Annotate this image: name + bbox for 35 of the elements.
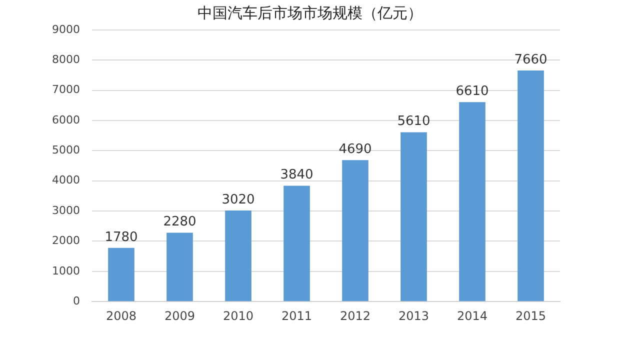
y-tick-label: 0 xyxy=(72,294,80,308)
data-label: 6610 xyxy=(456,84,489,99)
x-tick-label: 2012 xyxy=(340,308,371,323)
bar xyxy=(225,210,252,302)
data-label: 2280 xyxy=(163,214,196,230)
bar xyxy=(342,160,368,302)
bar xyxy=(166,232,193,302)
data-label: 7660 xyxy=(514,52,548,68)
bar xyxy=(459,102,486,302)
data-label: 3840 xyxy=(280,168,314,183)
bar xyxy=(108,248,134,302)
y-tick-label: 9000 xyxy=(52,22,80,36)
bar xyxy=(400,132,427,302)
x-tick-label: 2009 xyxy=(164,308,196,323)
x-tick-label: 2010 xyxy=(222,308,254,323)
data-label: 4690 xyxy=(338,142,372,157)
data-label: 1780 xyxy=(104,230,138,245)
bar xyxy=(518,70,544,302)
bar xyxy=(284,186,310,302)
x-tick-label: 2014 xyxy=(456,308,488,323)
y-tick-label: 3000 xyxy=(52,204,80,217)
y-tick-label: 4000 xyxy=(52,174,80,187)
y-tick-label: 1000 xyxy=(52,264,80,278)
y-tick-label: 6000 xyxy=(52,113,80,126)
chart-title: 中国汽车后市场市场规模（亿元） xyxy=(196,4,424,23)
y-tick-label: 8000 xyxy=(52,53,80,66)
x-tick-label: 2013 xyxy=(398,308,430,323)
x-tick-label: 2008 xyxy=(106,308,137,323)
data-label: 5610 xyxy=(397,114,430,130)
data-label: 3020 xyxy=(222,192,255,208)
y-tick-label: 7000 xyxy=(52,83,80,96)
y-tick-label: 5000 xyxy=(52,144,80,157)
x-tick-label: 2011 xyxy=(281,308,312,323)
x-tick-label: 2015 xyxy=(515,308,546,323)
y-tick-label: 2000 xyxy=(52,234,80,248)
